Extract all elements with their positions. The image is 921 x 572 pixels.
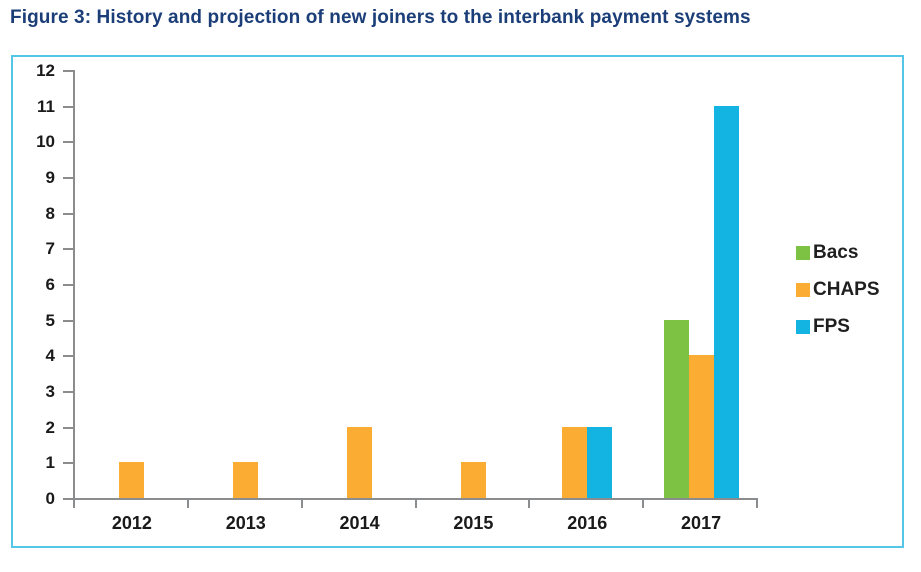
- x-axis-category-label: 2015: [453, 513, 494, 533]
- x-axis-tick: [414, 498, 417, 508]
- legend-swatch-chaps: [796, 283, 810, 297]
- x-axis-category-label: 2012: [111, 513, 152, 533]
- legend-label: CHAPS: [813, 279, 880, 300]
- y-axis-tick: [63, 319, 73, 322]
- y-axis-tick-label: 10: [36, 132, 55, 152]
- y-axis-tick: [63, 391, 73, 393]
- bar-chaps-2014: [347, 426, 373, 498]
- x-axis-tick: [186, 498, 189, 508]
- x-axis-tick: [642, 498, 645, 508]
- y-axis-tick: [63, 248, 73, 251]
- legend-label: FPS: [813, 316, 850, 337]
- y-axis-tick: [63, 355, 73, 358]
- bar-chaps-2017: [688, 355, 714, 498]
- bar-fps-2016: [587, 426, 613, 498]
- figure-title: Figure 3: History and projection of new …: [10, 7, 751, 28]
- y-axis-tick-label: 9: [45, 168, 55, 187]
- y-axis-tick: [63, 141, 73, 144]
- legend-swatch-fps: [796, 320, 810, 334]
- category-group-2017: [644, 70, 758, 498]
- bar-chaps-2012: [119, 462, 145, 498]
- y-axis-tick-label: 7: [45, 239, 55, 259]
- y-axis-tick-label: 0: [45, 489, 55, 508]
- y-axis-tick: [63, 177, 73, 179]
- y-axis-tick-label: 8: [45, 203, 55, 223]
- category-group-2014: [303, 70, 417, 498]
- y-axis-tick-label: 2: [45, 417, 55, 437]
- y-axis-tick-label: 11: [37, 96, 55, 116]
- legend-swatch-bacs: [796, 246, 810, 260]
- y-axis-tick-label: 4: [45, 346, 55, 366]
- category-group-2013: [189, 70, 303, 498]
- legend: Bacs CHAPS FPS: [796, 243, 880, 337]
- x-axis-category-label: 2013: [225, 513, 266, 533]
- y-axis-tick-label: 12: [36, 61, 55, 80]
- x-axis-tick: [528, 498, 531, 508]
- category-group-2016: [530, 70, 644, 498]
- y-axis-tick: [63, 70, 73, 72]
- y-axis-tick-label: 3: [45, 382, 55, 401]
- legend-item-fps: FPS: [796, 317, 880, 337]
- legend-item-chaps: CHAPS: [796, 280, 880, 300]
- legend-label: Bacs: [813, 242, 859, 263]
- y-axis-tick: [63, 212, 73, 215]
- x-axis-tick: [73, 498, 75, 508]
- y-axis-tick: [63, 498, 73, 500]
- y-axis-tick: [63, 462, 73, 465]
- y-axis-tick: [63, 284, 73, 286]
- y-axis-tick-label: 6: [45, 275, 55, 294]
- bar-chaps-2013: [233, 462, 259, 498]
- bar-fps-2017: [713, 105, 739, 498]
- x-axis-tick: [300, 498, 303, 508]
- chart-frame: 0 1 2 3 4 5 6 7 8 9 10 11 12 2012 2013 2014 2015 2016 2017…: [11, 55, 904, 548]
- y-axis-tick-label: 5: [45, 310, 55, 330]
- y-axis-tick-label: 1: [45, 453, 55, 473]
- x-axis-category-label: 2016: [567, 513, 608, 533]
- bar-chaps-2015: [460, 462, 486, 498]
- x-axis-tick: [756, 498, 758, 508]
- category-group-2012: [75, 70, 189, 498]
- bar-bacs-2017: [663, 319, 689, 498]
- y-axis-tick: [63, 105, 73, 108]
- category-group-2015: [417, 70, 531, 498]
- x-axis-category-label: 2017: [681, 513, 722, 533]
- legend-item-bacs: Bacs: [796, 243, 880, 263]
- y-axis-tick: [63, 426, 73, 429]
- bar-chaps-2016: [562, 426, 588, 498]
- x-axis-category-label: 2014: [339, 513, 380, 533]
- y-axis-line: [73, 70, 75, 498]
